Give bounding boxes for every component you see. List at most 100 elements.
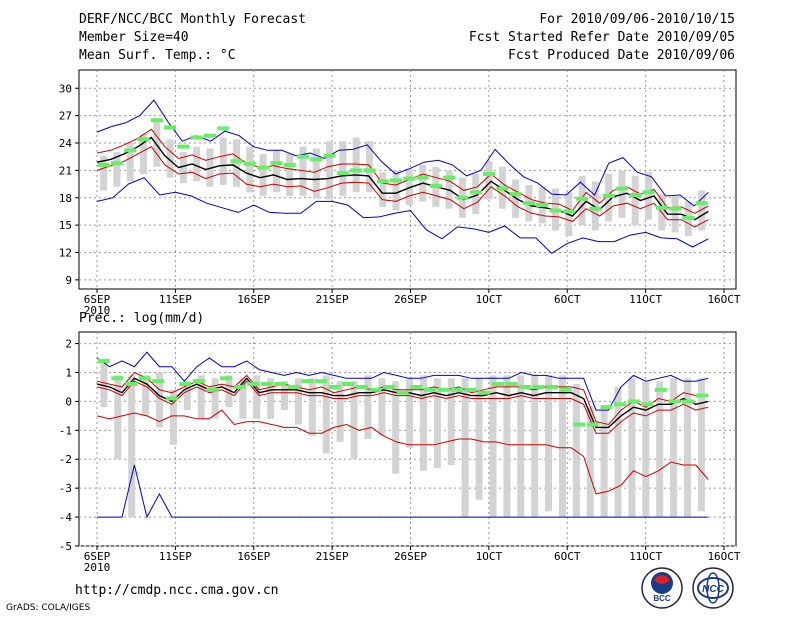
- panel-0-marker: [217, 126, 230, 131]
- panel-1-box: [558, 375, 566, 518]
- panel-0-marker: [589, 206, 602, 211]
- panel-0-ytick-label: 12: [59, 247, 72, 260]
- panel-0-box: [140, 133, 148, 175]
- panel-1-box: [600, 410, 608, 518]
- panel-1-box: [697, 378, 705, 512]
- panel-1-marker: [437, 387, 450, 392]
- panel-1-box: [503, 375, 511, 518]
- panel-1-box: [267, 378, 275, 419]
- panel-1-box: [531, 375, 539, 518]
- panel-0-marker: [655, 205, 668, 210]
- panel-0-box: [631, 175, 639, 226]
- panel-1-box: [156, 372, 164, 428]
- panel-1-marker: [355, 384, 368, 389]
- panel-0-marker: [496, 186, 509, 191]
- panel-0-series-min: [96, 177, 709, 255]
- panel-0-marker: [283, 162, 296, 167]
- panel-0-marker: [416, 175, 429, 180]
- panel-0-box: [392, 170, 400, 211]
- panel-0-xtick-sublabel: 2010: [84, 304, 111, 317]
- panel-0-marker: [642, 190, 655, 195]
- source-url[interactable]: http://cmdp.ncc.cma.gov.cn: [75, 583, 279, 598]
- panel-1-box: [197, 375, 205, 419]
- panel-0-box: [246, 146, 254, 193]
- panel-0-marker: [469, 190, 482, 195]
- panel-0-marker: [164, 125, 177, 130]
- panel-0-marker: [110, 161, 123, 166]
- panel-1-marker: [396, 390, 409, 395]
- panel-0-marker: [363, 168, 376, 173]
- panel-0-box: [326, 141, 334, 200]
- panel-1-marker: [369, 387, 382, 392]
- panel-1-marker: [478, 390, 491, 395]
- panel-0-xtick-label: 26SEP: [394, 293, 427, 306]
- panel-0-marker: [390, 178, 403, 183]
- panel-0-marker: [456, 195, 469, 200]
- panel-0-box: [166, 139, 174, 178]
- panel-0-marker: [695, 201, 708, 206]
- panel-0-marker: [243, 161, 256, 166]
- panel-1-marker: [681, 399, 694, 404]
- panel-0-marker: [562, 209, 575, 214]
- panel-1-box: [142, 375, 150, 416]
- panel-0-ytick-label: 18: [59, 192, 72, 205]
- panel-0-box: [299, 146, 307, 196]
- panel-0-box: [193, 146, 201, 182]
- panel-1-box: [489, 375, 497, 518]
- panel-0-box: [259, 153, 267, 196]
- panel-1-box: [100, 360, 108, 408]
- panel-1-series-max: [96, 351, 709, 411]
- panel-1-box: [517, 375, 525, 518]
- panel-0-series-lower: [96, 146, 709, 228]
- panel-1-box: [447, 378, 455, 466]
- panel-0-box: [339, 141, 347, 196]
- panel-1-marker: [342, 382, 355, 387]
- panel-1-marker: [165, 396, 178, 401]
- member-size: Member Size=40: [79, 30, 189, 45]
- panel-0-box: [179, 152, 187, 184]
- panel-1-xtick-label: 1OCT: [476, 550, 503, 563]
- panel-0-marker: [536, 203, 549, 208]
- panel-1-ytick-label: -2: [59, 453, 72, 466]
- panel-1-marker: [559, 387, 572, 392]
- panel-0-box: [272, 150, 280, 193]
- panel-0-marker: [403, 176, 416, 181]
- panel-1-box: [239, 378, 247, 419]
- panel-0-box: [365, 141, 373, 193]
- panel-1-xtick-sublabel: 2010: [84, 561, 111, 574]
- panel-1-marker: [247, 382, 260, 387]
- panel-0-box: [286, 153, 294, 196]
- panel-1-marker: [301, 379, 314, 384]
- panel-1-box: [392, 381, 400, 474]
- panel-1-marker: [124, 382, 137, 387]
- panel-0-xtick-label: 1OCT: [476, 293, 503, 306]
- panel-0-box: [312, 148, 320, 199]
- panel-1-marker: [179, 382, 192, 387]
- panel-1-box: [420, 375, 428, 471]
- chart-title: DERF/NCC/BCC Monthly Forecast: [79, 12, 306, 27]
- forecast-start-date: Fcst Started Refer Date 2010/09/05: [468, 30, 735, 45]
- panel-0-marker: [549, 208, 562, 213]
- panel-0-box: [113, 152, 121, 187]
- panel-1-marker: [260, 382, 273, 387]
- panel-1-marker: [695, 393, 708, 398]
- panel-1-box: [336, 381, 344, 442]
- panel-0-box: [698, 190, 706, 231]
- panel-1-marker: [573, 422, 586, 427]
- panel-0-series-mean: [96, 136, 709, 221]
- panel-0-marker: [230, 159, 243, 164]
- panel-0-box: [405, 168, 413, 206]
- panel-0-marker: [509, 192, 522, 197]
- panel-1-marker: [614, 402, 627, 407]
- panel-1-marker: [491, 382, 504, 387]
- panel-1-box: [572, 384, 580, 518]
- panel-1-ytick-label: -1: [59, 424, 72, 437]
- panel-0-marker: [376, 179, 389, 184]
- panel-1-xtick-label: 11OCT: [629, 550, 662, 563]
- panel-0-marker: [203, 133, 216, 138]
- panel-0-marker: [137, 137, 150, 142]
- panel-0-ytick-label: 24: [59, 137, 73, 150]
- panel-0-xtick-label: 21SEP: [316, 293, 349, 306]
- panel-1-ytick-label: 1: [65, 366, 72, 379]
